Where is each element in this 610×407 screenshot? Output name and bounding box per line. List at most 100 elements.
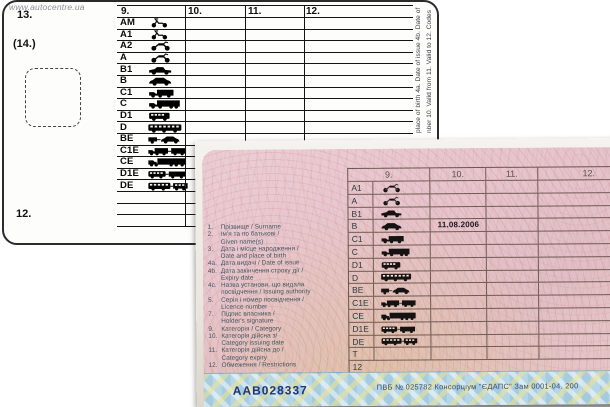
vehicle-icon-cell (372, 181, 430, 194)
edge-legend-line-2: nber 10. Valid from 11. Valid to 12. Cod… (425, 9, 433, 133)
legend-number: 10. (208, 332, 218, 340)
category-label: A1 (120, 28, 133, 40)
category-expiry-date (486, 295, 539, 308)
vehicle-icon (376, 272, 422, 282)
category-issue-date (429, 244, 486, 258)
category-codes (537, 282, 610, 295)
legend-number: 9. (208, 325, 214, 333)
legend-number (208, 354, 221, 361)
col-10-header: 10. (429, 167, 486, 181)
vehicle-icon-cell (372, 270, 430, 284)
photo-pink-card: 1. Прізвище / Surname 2. Ім'я та по бать… (202, 146, 610, 407)
serial-number: AAB028337 (232, 383, 308, 398)
category-codes (537, 205, 610, 219)
legend-number: 2. (207, 231, 214, 239)
category-expiry-date (485, 180, 538, 193)
print-line: ПВБ № 025782 Консорціум "ЄДАПС" Зам 0001… (376, 381, 579, 392)
legend-line: 12. Обмеження / Restrictions (209, 361, 349, 369)
vehicle-icon-cell (373, 334, 431, 348)
legend-number: 1. (207, 223, 214, 231)
category-codes (537, 231, 610, 244)
category-label: DE (352, 336, 365, 347)
category-label: BE (352, 285, 364, 296)
category-issue-date (430, 308, 487, 322)
legend-number: 4b. (207, 267, 217, 275)
field-14-label: (14.) (13, 38, 36, 50)
category-codes (538, 320, 610, 334)
category-issue-date (429, 257, 486, 270)
legend-number: 3. (207, 245, 214, 253)
vehicle-icon (376, 323, 422, 333)
category-expiry-date (486, 334, 539, 347)
category-expiry-date (485, 244, 538, 257)
vehicle-icon (376, 233, 422, 243)
category-label: CE (352, 310, 365, 321)
vehicle-icon-cell (373, 283, 431, 296)
category-label: C (120, 98, 128, 110)
vehicle-icon (376, 259, 422, 269)
category-expiry-date (485, 219, 538, 232)
column-divider (245, 5, 247, 227)
legend-number (208, 275, 221, 282)
category-label: C1E (352, 297, 369, 309)
category-label: DE (120, 179, 134, 191)
category-codes (537, 256, 610, 270)
category-codes (537, 179, 610, 193)
category-row: AM (117, 18, 413, 30)
photo-categories-table: 9. 10. 11. 12. A1 (347, 165, 610, 374)
category-label: C (351, 246, 358, 257)
vehicle-icon-cell (372, 219, 430, 232)
vehicle-icon (376, 310, 422, 320)
edge-legend-text: place of birth 4a. Date of issue 4b. Dat… (414, 0, 438, 133)
edge-legend-line-1: place of birth 4a. Date of issue 4b. Dat… (415, 7, 422, 133)
category-issue-date: 11.08.2006 (429, 219, 486, 232)
category-row: C1 (117, 86, 413, 100)
watermark-text: www.autocentre.ua (9, 2, 85, 12)
column-divider (185, 5, 187, 227)
category-label: D (351, 272, 359, 283)
vehicle-icon (376, 285, 422, 295)
category-label: BE (120, 133, 134, 145)
category-expiry-date (486, 346, 539, 360)
vehicle-icon-cell (373, 322, 431, 335)
vehicle-icon-cell (372, 206, 430, 220)
legend-number: 11. (208, 347, 218, 355)
category-label: D (120, 121, 128, 133)
category-codes (538, 346, 610, 359)
col-11-header: 11. (485, 167, 538, 180)
category-label: C1 (120, 86, 133, 98)
vehicle-icon (375, 195, 421, 205)
vehicle-icon (376, 246, 422, 256)
category-issue-date (430, 283, 487, 296)
category-codes (537, 192, 610, 206)
legend-number (208, 304, 221, 311)
vehicle-icon-cell (372, 258, 430, 271)
legend-number (208, 238, 221, 245)
vehicle-icon (376, 221, 422, 231)
category-row: D1 (117, 111, 413, 123)
category-label: D1 (351, 259, 363, 270)
category-expiry-date (486, 282, 539, 296)
legend-number: 4c. (207, 281, 217, 289)
legend-number (208, 253, 221, 260)
legend-number (208, 318, 221, 325)
category-label: CE (120, 156, 134, 168)
legend-number (208, 340, 221, 347)
category-expiry-date (485, 193, 538, 206)
legend-number: 7. (208, 310, 214, 318)
legend-number: 12. (208, 361, 218, 369)
category-expiry-date (485, 231, 538, 244)
vehicle-icon-cell (372, 245, 430, 258)
category-row: C (117, 99, 413, 111)
category-codes (537, 218, 610, 231)
field-13-label: 13. (17, 9, 33, 21)
vehicle-icon (376, 336, 422, 346)
category-label: A (351, 195, 358, 206)
category-issue-date (429, 206, 486, 219)
category-issue-date (430, 334, 487, 347)
vehicle-icon (375, 182, 421, 192)
category-expiry-date (486, 308, 539, 321)
category-codes (538, 295, 610, 308)
category-issue-date (429, 180, 486, 194)
